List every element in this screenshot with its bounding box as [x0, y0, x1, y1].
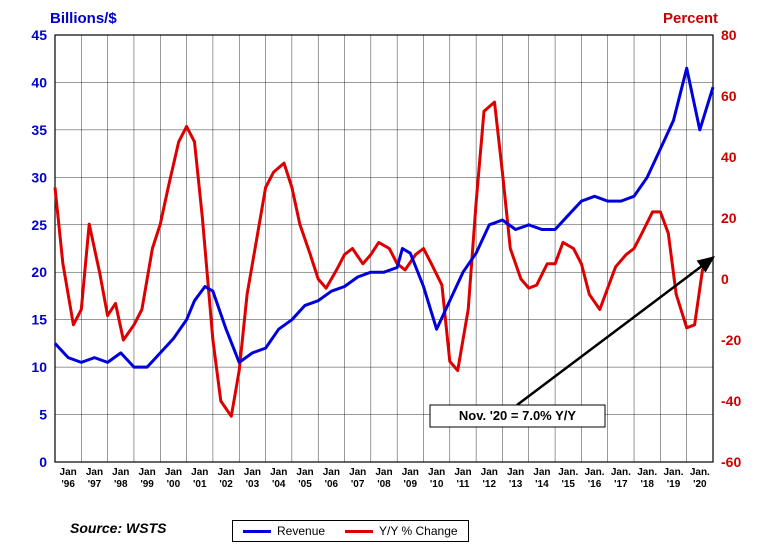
- svg-text:Jan: Jan: [402, 467, 419, 478]
- svg-text:40: 40: [31, 74, 47, 90]
- svg-text:'11: '11: [456, 479, 469, 490]
- svg-text:'97: '97: [88, 479, 102, 490]
- svg-text:Jan: Jan: [454, 467, 471, 478]
- svg-text:Jan: Jan: [323, 467, 340, 478]
- svg-text:'06: '06: [325, 479, 339, 490]
- svg-text:'16: '16: [588, 479, 602, 490]
- svg-text:'15: '15: [561, 479, 575, 490]
- svg-text:Jan: Jan: [349, 467, 366, 478]
- legend-item: Y/Y % Change: [345, 524, 458, 538]
- svg-text:'99: '99: [140, 479, 154, 490]
- svg-text:Jan: Jan: [428, 467, 445, 478]
- svg-text:20: 20: [721, 210, 737, 226]
- svg-text:'04: '04: [272, 479, 286, 490]
- svg-text:Jan.: Jan.: [664, 467, 684, 478]
- svg-text:'12: '12: [483, 479, 497, 490]
- svg-text:'07: '07: [351, 479, 365, 490]
- svg-text:Jan.: Jan.: [585, 467, 605, 478]
- svg-text:Jan.: Jan.: [558, 467, 578, 478]
- svg-text:'18: '18: [640, 479, 654, 490]
- svg-text:'13: '13: [509, 479, 523, 490]
- svg-text:Jan.: Jan.: [690, 467, 710, 478]
- legend-label: Y/Y % Change: [379, 524, 458, 538]
- svg-text:Jan: Jan: [507, 467, 524, 478]
- svg-text:'10: '10: [430, 479, 444, 490]
- svg-text:40: 40: [721, 149, 737, 165]
- source-text: Source: WSTS: [70, 520, 166, 536]
- svg-text:'01: '01: [193, 479, 207, 490]
- svg-text:Billions/$: Billions/$: [50, 10, 117, 27]
- svg-text:-20: -20: [721, 332, 741, 348]
- svg-text:Jan: Jan: [217, 467, 234, 478]
- svg-text:Jan: Jan: [270, 467, 287, 478]
- svg-text:'09: '09: [404, 479, 418, 490]
- legend-item: Revenue: [243, 524, 325, 538]
- svg-text:80: 80: [721, 27, 737, 43]
- svg-text:'03: '03: [246, 479, 260, 490]
- svg-text:Jan: Jan: [244, 467, 261, 478]
- svg-text:15: 15: [31, 312, 47, 328]
- svg-text:'00: '00: [167, 479, 181, 490]
- svg-text:Jan: Jan: [139, 467, 156, 478]
- svg-text:30: 30: [31, 169, 47, 185]
- svg-text:-40: -40: [721, 393, 741, 409]
- svg-text:60: 60: [721, 88, 737, 104]
- legend-swatch: [345, 530, 373, 533]
- svg-text:Jan: Jan: [86, 467, 103, 478]
- svg-text:'17: '17: [614, 479, 628, 490]
- svg-text:Jan: Jan: [375, 467, 392, 478]
- svg-text:Nov. '20 = 7.0% Y/Y: Nov. '20 = 7.0% Y/Y: [459, 408, 576, 423]
- svg-text:20: 20: [31, 264, 47, 280]
- svg-text:Jan: Jan: [112, 467, 129, 478]
- svg-text:'02: '02: [219, 479, 233, 490]
- svg-text:'08: '08: [377, 479, 391, 490]
- svg-text:-60: -60: [721, 454, 741, 470]
- legend-swatch: [243, 530, 271, 533]
- svg-text:'19: '19: [667, 479, 681, 490]
- svg-text:Jan: Jan: [296, 467, 313, 478]
- svg-text:'20: '20: [693, 479, 707, 490]
- svg-text:25: 25: [31, 217, 47, 233]
- svg-text:5: 5: [39, 407, 47, 423]
- svg-text:Jan: Jan: [533, 467, 550, 478]
- chart-svg: 0 5 10 15 20 25 30 35 40 45 -60 -40 -20 0 20 40 60 80 Bill…: [0, 0, 768, 549]
- svg-text:0: 0: [721, 271, 729, 287]
- svg-text:Jan: Jan: [191, 467, 208, 478]
- svg-text:0: 0: [39, 454, 47, 470]
- svg-text:45: 45: [31, 27, 47, 43]
- legend: Revenue Y/Y % Change: [232, 520, 469, 542]
- svg-text:Jan: Jan: [481, 467, 498, 478]
- svg-text:10: 10: [31, 359, 47, 375]
- svg-text:'98: '98: [114, 479, 128, 490]
- svg-text:Jan: Jan: [60, 467, 77, 478]
- svg-text:'14: '14: [535, 479, 549, 490]
- svg-text:'96: '96: [61, 479, 75, 490]
- svg-text:Percent: Percent: [663, 10, 718, 27]
- svg-text:Jan.: Jan.: [637, 467, 657, 478]
- svg-text:Jan.: Jan.: [611, 467, 631, 478]
- svg-text:'05: '05: [298, 479, 312, 490]
- chart-container: 0 5 10 15 20 25 30 35 40 45 -60 -40 -20 0 20 40 60 80 Bill…: [0, 0, 768, 549]
- svg-text:35: 35: [31, 122, 47, 138]
- legend-label: Revenue: [277, 524, 325, 538]
- svg-text:Jan: Jan: [165, 467, 182, 478]
